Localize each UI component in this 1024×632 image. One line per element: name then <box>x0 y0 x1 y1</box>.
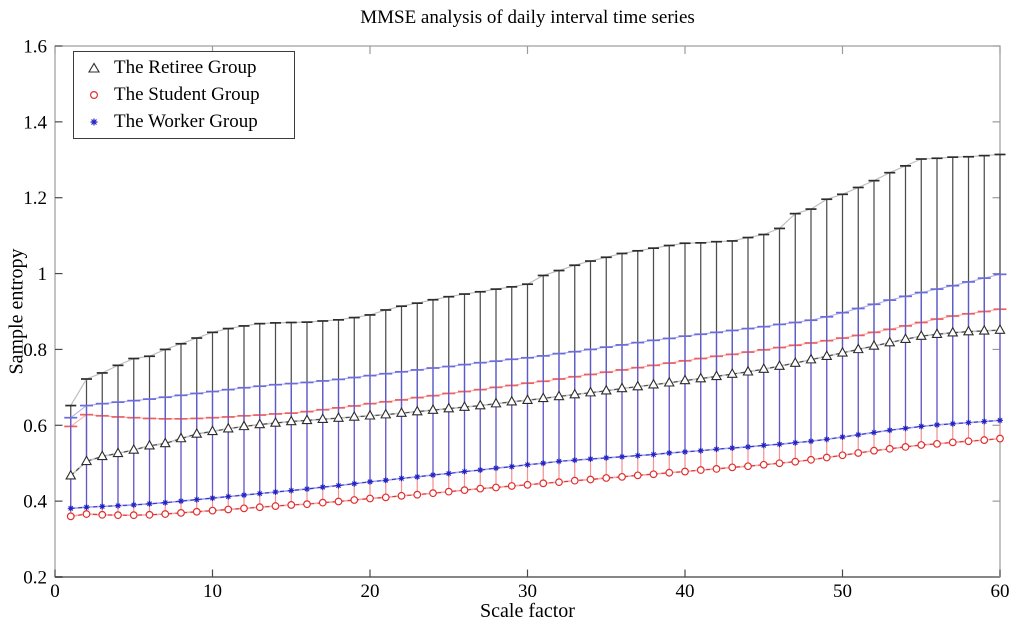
legend-item-label: The Retiree Group <box>114 56 257 78</box>
y-tick-label: 1 <box>38 264 48 285</box>
series-worker <box>67 417 1003 512</box>
y-tick-label: 0.2 <box>23 568 47 589</box>
x-tick-label: 10 <box>203 581 222 602</box>
legend-box: The Retiree Group The Student Group The … <box>73 51 295 139</box>
legend-item-student: The Student Group <box>74 81 294 108</box>
triangle-marker-icon <box>74 60 114 76</box>
x-tick-label: 50 <box>833 581 852 602</box>
x-tick-label: 30 <box>518 581 537 602</box>
y-tick-label: 1.4 <box>23 112 47 133</box>
y-tick-label: 0.4 <box>23 492 47 513</box>
series-student <box>66 434 1004 521</box>
asterisk-marker-icon <box>74 114 114 130</box>
y-tick-label: 0.6 <box>23 416 47 437</box>
errorbars-retiree <box>65 153 1006 476</box>
x-axis-ticks: 0 10 20 30 40 50 60 <box>50 46 1010 602</box>
legend-item-label: The Student Group <box>114 83 260 105</box>
errorbars-worker <box>64 273 1007 509</box>
legend-item-retiree: The Retiree Group <box>74 54 294 81</box>
circle-marker-icon <box>74 87 114 103</box>
y-axis-label: Sample entropy <box>5 248 28 375</box>
x-tick-label: 60 <box>991 581 1010 602</box>
y-tick-label: 1.6 <box>23 37 47 58</box>
chart-title: MMSE analysis of daily interval time ser… <box>360 7 695 28</box>
y-axis-ticks: 0.2 0.4 0.6 0.8 1 1.2 1.4 1.6 <box>23 37 1000 589</box>
x-axis-label: Scale factor <box>480 600 575 622</box>
legend-item-worker: The Worker Group <box>74 109 294 136</box>
x-tick-label: 0 <box>50 581 60 602</box>
x-tick-label: 40 <box>676 581 695 602</box>
errorbars-student <box>64 308 1007 517</box>
y-tick-label: 0.8 <box>23 340 47 361</box>
series-retiree <box>65 323 1006 480</box>
y-tick-label: 1.2 <box>23 188 47 209</box>
x-tick-label: 20 <box>361 581 380 602</box>
legend-item-label: The Worker Group <box>114 111 258 133</box>
